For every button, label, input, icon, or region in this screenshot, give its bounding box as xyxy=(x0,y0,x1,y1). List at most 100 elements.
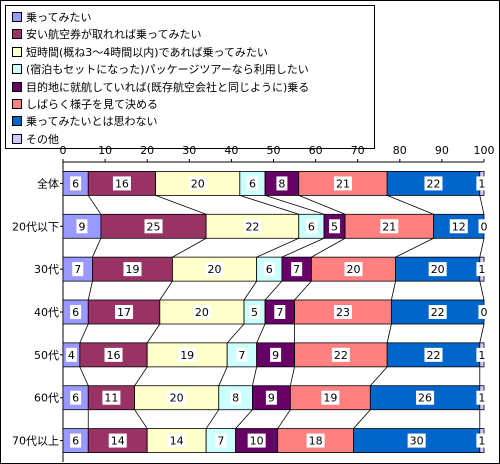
data-label: 20 xyxy=(208,263,222,276)
data-label-bg xyxy=(329,219,341,234)
data-label: 0 xyxy=(481,306,488,319)
data-label-bg xyxy=(178,347,197,362)
data-label: 9 xyxy=(272,349,279,362)
data-label: 1 xyxy=(478,435,485,448)
data-label: 6 xyxy=(72,435,79,448)
x-tick-label: 70 xyxy=(351,144,365,157)
legend-item: (宿泊もセットになった)パッケージツアーなら利用したい xyxy=(12,61,309,77)
connector-line xyxy=(146,323,161,344)
legend-swatch xyxy=(12,116,22,127)
legend-label: (宿泊もセットになった)パッケージツアーなら利用したい xyxy=(26,63,309,77)
connector-line xyxy=(79,366,89,386)
legend-swatch xyxy=(12,12,22,22)
data-label-bg xyxy=(192,305,211,319)
legend-item: 乗ってみたいとは思わない xyxy=(12,113,157,129)
legend-label: 乗ってみたい xyxy=(26,11,92,24)
data-label: 21 xyxy=(336,177,350,190)
data-label: 19 xyxy=(125,263,139,276)
data-label: 5 xyxy=(251,306,258,319)
data-label: 7 xyxy=(293,263,300,276)
data-label-bg xyxy=(424,347,443,362)
data-label-bg xyxy=(70,390,82,405)
data-label: 20 xyxy=(170,392,184,405)
legend-swatch xyxy=(12,133,22,144)
x-tick-label: 0 xyxy=(60,144,67,157)
legend-swatch xyxy=(12,64,22,75)
data-label-bg xyxy=(265,390,277,405)
connector-line xyxy=(387,195,434,215)
legend-swatch xyxy=(12,46,22,57)
data-label-bg xyxy=(243,219,262,234)
connector-line xyxy=(79,323,89,344)
connector-line xyxy=(479,195,485,215)
data-label-bg xyxy=(246,176,258,191)
data-label: 7 xyxy=(217,435,224,448)
data-label: 22 xyxy=(426,177,440,190)
connector-line xyxy=(252,366,258,386)
data-label: 7 xyxy=(238,349,245,362)
data-label: 30 xyxy=(410,435,424,448)
data-label: 6 xyxy=(266,263,273,276)
data-label-bg xyxy=(108,433,127,448)
connector-line xyxy=(218,366,228,386)
data-label: 17 xyxy=(117,306,131,319)
data-label: 12 xyxy=(452,220,466,233)
data-label-bg xyxy=(306,433,325,448)
data-label: 8 xyxy=(278,177,285,190)
connector-line xyxy=(311,237,346,258)
connector-line xyxy=(256,323,266,344)
data-label-bg xyxy=(305,219,317,234)
data-label-bg xyxy=(104,347,123,362)
data-label-bg xyxy=(478,219,490,234)
connector-line xyxy=(479,323,485,343)
category-label: 40代 xyxy=(34,306,59,319)
legend-label: しばらく様子を見て決める xyxy=(26,98,158,111)
data-label-bg xyxy=(247,433,266,448)
x-tick-label: 10 xyxy=(98,144,112,157)
data-label: 1 xyxy=(478,349,485,362)
data-label: 22 xyxy=(426,349,440,362)
connector-line xyxy=(226,323,245,344)
data-label-bg xyxy=(476,433,488,448)
connector-line xyxy=(281,237,325,258)
data-label: 18 xyxy=(309,435,323,448)
data-label-bg xyxy=(476,390,488,405)
data-label-bg xyxy=(205,262,224,277)
data-label: 21 xyxy=(382,220,396,233)
data-label: 20 xyxy=(346,263,360,276)
connector-line xyxy=(353,409,371,429)
connector-line xyxy=(155,195,207,215)
data-label: 1 xyxy=(478,392,485,405)
x-tick-label: 80 xyxy=(393,144,407,157)
connector-line xyxy=(395,237,434,258)
data-label-bg xyxy=(144,219,163,234)
data-label-bg xyxy=(249,305,261,319)
data-label: 25 xyxy=(147,220,161,233)
data-label: 10 xyxy=(250,435,264,448)
data-label-bg xyxy=(407,433,426,448)
data-label: 7 xyxy=(74,263,81,276)
data-label: 6 xyxy=(308,220,315,233)
connector-line xyxy=(243,280,257,301)
data-label: 1 xyxy=(478,177,485,190)
data-label: 6 xyxy=(72,392,79,405)
category-label: 全体 xyxy=(37,176,59,190)
legend-label: 短時間(概ね3～4時間以内)であれば乗ってみたい xyxy=(26,45,268,59)
data-label-bg xyxy=(167,433,186,448)
legend-swatch xyxy=(12,99,22,109)
connector-line xyxy=(172,237,207,258)
data-label-bg xyxy=(428,262,447,277)
data-label-bg xyxy=(428,305,447,319)
data-label-bg xyxy=(416,390,435,405)
data-label: 8 xyxy=(232,392,239,405)
category-label: 50代 xyxy=(34,349,59,362)
connector-line xyxy=(298,195,346,215)
connector-line xyxy=(239,195,299,215)
data-label: 16 xyxy=(107,349,121,362)
data-label: 26 xyxy=(418,392,432,405)
data-label: 4 xyxy=(68,349,75,362)
connector-line xyxy=(92,238,102,258)
connector-line xyxy=(256,237,299,258)
